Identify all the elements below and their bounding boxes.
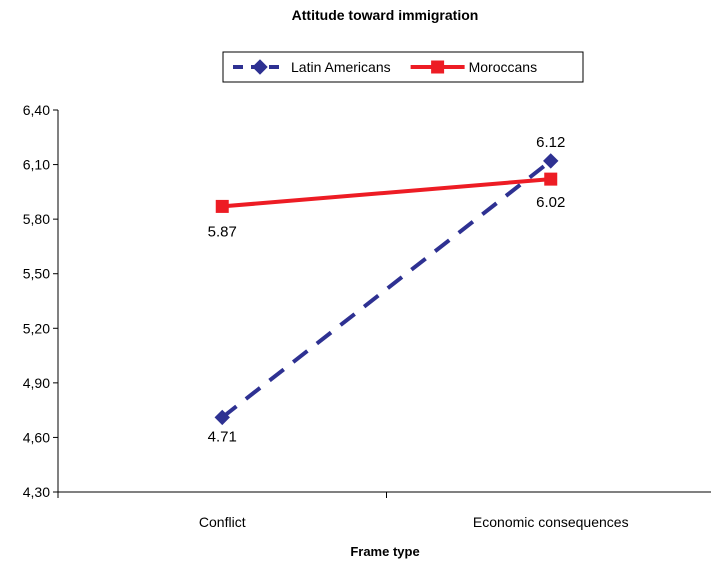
x-axis-title: Frame type xyxy=(350,544,419,559)
plot-area: 4,30 4,60 4,90 5,20 5,50 5,80 6,10 6,40 Conflict… xyxy=(23,102,711,530)
data-label: 5.87 xyxy=(208,223,237,240)
series-line xyxy=(222,177,551,209)
data-point-marker xyxy=(544,172,558,186)
legend-box xyxy=(222,51,584,83)
y-tick-label: 5,80 xyxy=(23,211,50,227)
data-label: 4.71 xyxy=(208,428,237,445)
y-tick-label: 6,40 xyxy=(23,102,50,118)
legend-swatch-marker xyxy=(431,60,445,74)
y-tick-label: 4,90 xyxy=(23,375,50,391)
data-label: 6.02 xyxy=(536,194,565,211)
legend-label: Latin Americans xyxy=(291,59,391,75)
y-tick-label: 4,60 xyxy=(23,429,50,445)
series-latin-americans: 4.71 6.12 xyxy=(208,134,566,445)
legend: Latin Americans Moroccans xyxy=(222,51,584,83)
y-tick-label: 6,10 xyxy=(23,157,50,173)
x-tick-label: Conflict xyxy=(199,514,246,530)
y-tick-label: 5,20 xyxy=(23,320,50,336)
chart-title: Attitude toward immigration xyxy=(292,7,479,23)
series-moroccans: 5.87 6.02 xyxy=(208,172,565,240)
legend-label: Moroccans xyxy=(469,59,537,75)
legend-swatch-marker xyxy=(252,59,268,75)
y-tick-label: 4,30 xyxy=(23,484,50,500)
data-point-marker xyxy=(214,409,230,426)
data-label: 6.12 xyxy=(536,134,565,151)
series-line xyxy=(221,159,552,419)
data-point-marker xyxy=(543,153,559,169)
data-point-marker xyxy=(215,199,229,213)
x-tick-label: Economic consequences xyxy=(473,514,629,530)
y-tick-label: 5,50 xyxy=(23,266,50,282)
